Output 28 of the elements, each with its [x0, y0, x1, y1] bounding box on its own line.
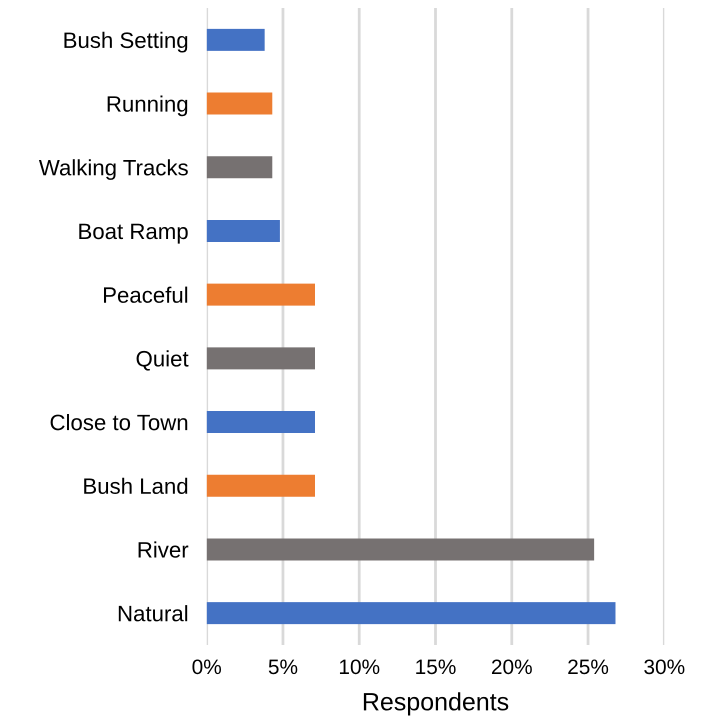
y-tick-label: Walking Tracks [38, 159, 188, 180]
y-tick-label: Running [108, 96, 188, 116]
x-tick-label: 30% [644, 659, 684, 674]
y-tick-label: Natural [118, 605, 188, 622]
y-tick-label: River [138, 541, 188, 558]
y-tick-label: Bush Land [84, 478, 188, 494]
bar [206, 284, 315, 306]
bar [206, 347, 315, 370]
y-tick-label: Quiet [136, 350, 188, 371]
bar [206, 220, 280, 242]
x-tick-label: 15% [416, 660, 456, 674]
bar [206, 411, 315, 434]
x-tick-label: 25% [568, 659, 608, 674]
bar [206, 28, 265, 51]
bar [206, 538, 594, 560]
x-tick-label: 20% [492, 659, 532, 674]
y-tick-label: Bush Setting [64, 32, 188, 53]
x-tick-label: 5% [268, 660, 298, 674]
bar [206, 156, 272, 178]
x-tick-label: 0% [192, 659, 222, 674]
bar [206, 474, 315, 497]
y-tick-label: Peaceful [104, 286, 188, 303]
bar [206, 92, 272, 115]
y-tick-label: Boat Ramp [79, 224, 188, 244]
bar [206, 602, 616, 624]
y-tick-label: Close to Town [50, 414, 188, 430]
x-tick-label: 10% [340, 659, 380, 674]
x-axis-title: Respondents [364, 692, 508, 716]
